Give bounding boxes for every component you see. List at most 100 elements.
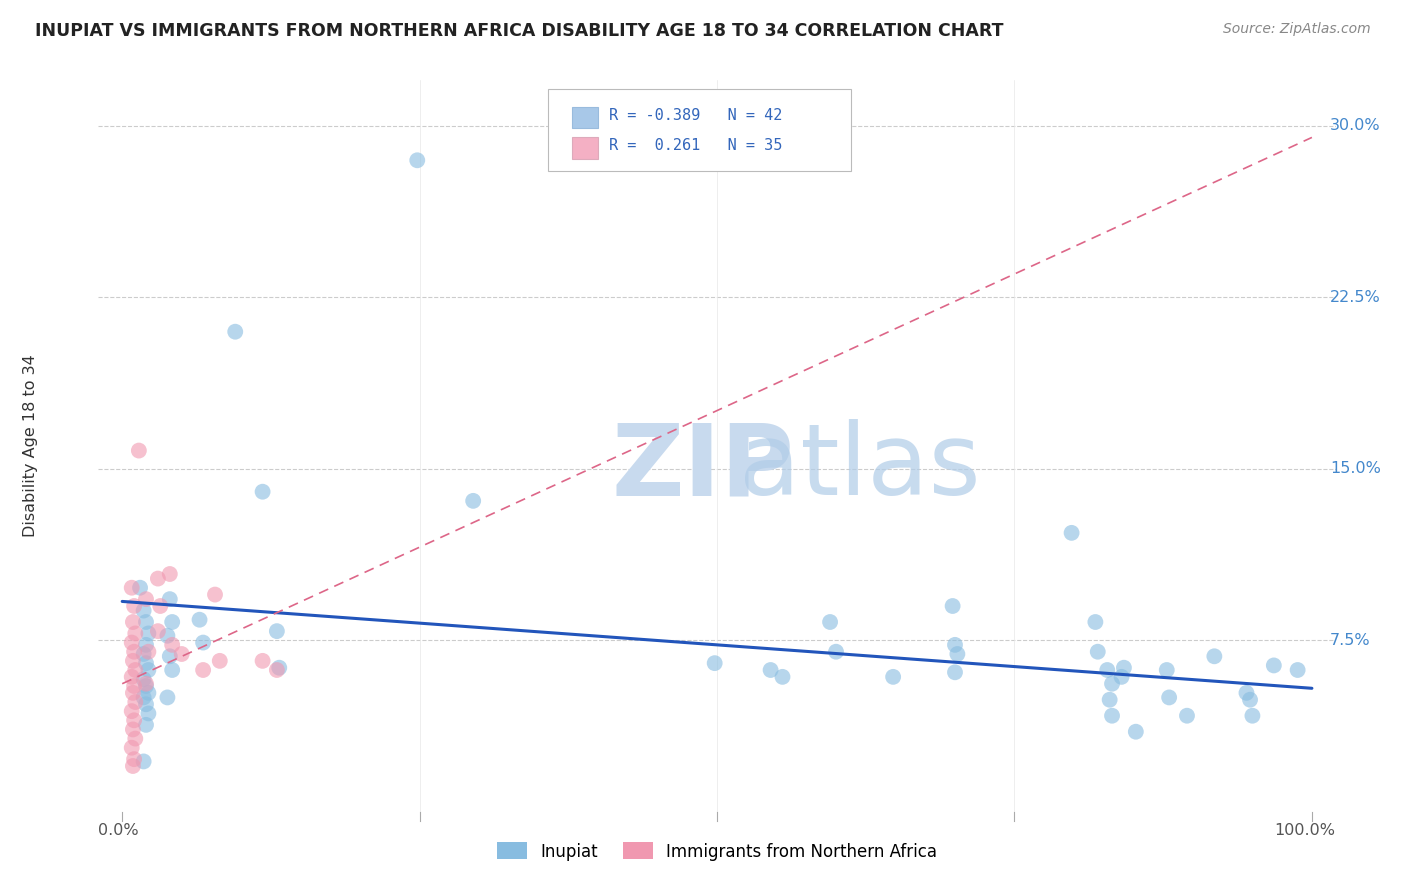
Point bbox=[121, 704, 143, 718]
Point bbox=[759, 663, 782, 677]
Text: R =  0.261   N = 35: R = 0.261 N = 35 bbox=[609, 138, 782, 153]
Legend: Inupiat, Immigrants from Northern Africa: Inupiat, Immigrants from Northern Africa bbox=[492, 838, 942, 865]
Point bbox=[703, 656, 725, 670]
Text: 30.0%: 30.0% bbox=[1330, 119, 1381, 134]
Point bbox=[266, 663, 288, 677]
Point bbox=[160, 638, 183, 652]
Point bbox=[1111, 670, 1133, 684]
Text: 100.0%: 100.0% bbox=[1275, 822, 1336, 838]
Point bbox=[772, 670, 794, 684]
Point bbox=[138, 686, 160, 700]
Point bbox=[191, 663, 214, 677]
Point bbox=[132, 690, 155, 705]
Point bbox=[1101, 676, 1123, 690]
Point bbox=[135, 676, 157, 690]
Point bbox=[269, 661, 291, 675]
Point bbox=[1241, 708, 1264, 723]
Point bbox=[1175, 708, 1198, 723]
Point bbox=[124, 626, 146, 640]
Point bbox=[1236, 686, 1258, 700]
Point bbox=[121, 670, 143, 684]
Text: atlas: atlas bbox=[612, 419, 980, 516]
Text: 0.0%: 0.0% bbox=[98, 822, 139, 838]
Point bbox=[818, 615, 841, 629]
Point bbox=[943, 638, 966, 652]
Point bbox=[132, 755, 155, 769]
Point bbox=[266, 624, 288, 639]
Point bbox=[1204, 649, 1226, 664]
Point bbox=[135, 698, 157, 712]
Point bbox=[124, 695, 146, 709]
Point bbox=[138, 663, 160, 677]
Point bbox=[1098, 692, 1121, 706]
Point bbox=[1112, 661, 1135, 675]
Text: Source: ZipAtlas.com: Source: ZipAtlas.com bbox=[1223, 22, 1371, 37]
Point bbox=[121, 635, 143, 649]
Point bbox=[135, 638, 157, 652]
Point bbox=[135, 679, 157, 693]
Point bbox=[1263, 658, 1285, 673]
Text: ZIP: ZIP bbox=[612, 419, 794, 516]
Point bbox=[122, 714, 145, 728]
Point bbox=[122, 679, 145, 693]
Point bbox=[122, 723, 145, 737]
Point bbox=[156, 629, 179, 643]
Point bbox=[122, 752, 145, 766]
Point bbox=[1101, 708, 1123, 723]
Point bbox=[128, 443, 150, 458]
Point bbox=[1084, 615, 1107, 629]
Point bbox=[156, 690, 179, 705]
Point bbox=[825, 645, 848, 659]
Text: INUPIAT VS IMMIGRANTS FROM NORTHERN AFRICA DISABILITY AGE 18 TO 34 CORRELATION C: INUPIAT VS IMMIGRANTS FROM NORTHERN AFRI… bbox=[35, 22, 1004, 40]
Point bbox=[124, 731, 146, 746]
Point bbox=[252, 484, 274, 499]
Point bbox=[159, 592, 181, 607]
Point bbox=[146, 572, 169, 586]
Point bbox=[135, 656, 157, 670]
Text: 22.5%: 22.5% bbox=[1330, 290, 1381, 305]
Point bbox=[138, 645, 160, 659]
Point bbox=[224, 325, 246, 339]
Point bbox=[124, 663, 146, 677]
Point bbox=[138, 706, 160, 721]
Text: 15.0%: 15.0% bbox=[1330, 461, 1381, 476]
Point bbox=[943, 665, 966, 680]
Point bbox=[122, 645, 145, 659]
Point bbox=[138, 626, 160, 640]
Point bbox=[159, 649, 181, 664]
Point bbox=[204, 588, 226, 602]
Point bbox=[191, 635, 214, 649]
Point bbox=[160, 663, 183, 677]
Point bbox=[122, 686, 145, 700]
Point bbox=[159, 567, 181, 582]
Point bbox=[406, 153, 429, 168]
Point bbox=[122, 654, 145, 668]
Point bbox=[135, 592, 157, 607]
Point bbox=[129, 581, 152, 595]
Point bbox=[252, 654, 274, 668]
Point bbox=[121, 740, 143, 755]
Point bbox=[463, 493, 485, 508]
Point bbox=[1087, 645, 1109, 659]
Point bbox=[1286, 663, 1309, 677]
Point bbox=[1097, 663, 1119, 677]
Point bbox=[208, 654, 231, 668]
Point bbox=[1159, 690, 1181, 705]
Point bbox=[1239, 692, 1261, 706]
Point bbox=[132, 603, 155, 617]
Point bbox=[132, 647, 155, 661]
Point bbox=[188, 613, 211, 627]
Point bbox=[122, 599, 145, 613]
Text: R = -0.389   N = 42: R = -0.389 N = 42 bbox=[609, 108, 782, 122]
Text: 7.5%: 7.5% bbox=[1330, 632, 1371, 648]
Point bbox=[122, 615, 145, 629]
Point bbox=[149, 599, 172, 613]
Point bbox=[146, 624, 169, 639]
Point bbox=[170, 647, 193, 661]
Point bbox=[942, 599, 965, 613]
Point bbox=[1125, 724, 1147, 739]
Point bbox=[946, 647, 969, 661]
Point bbox=[160, 615, 183, 629]
Point bbox=[135, 718, 157, 732]
Point bbox=[1060, 525, 1083, 540]
